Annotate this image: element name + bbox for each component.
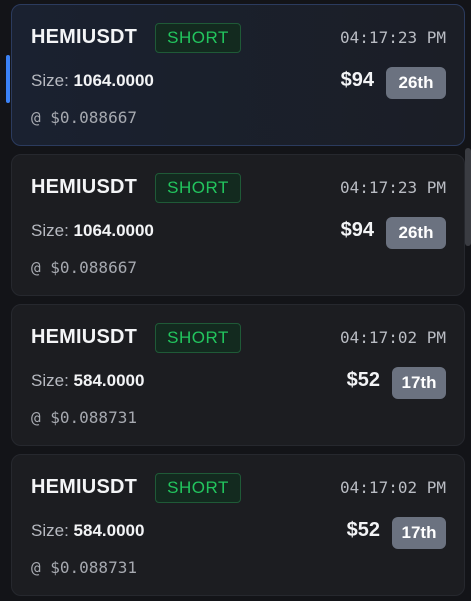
side-badge: SHORT — [155, 173, 241, 203]
trade-time: 04:17:23 PM — [340, 178, 446, 197]
size-value: 1064.0000 — [73, 221, 154, 240]
trade-card[interactable]: HEMIUSDT SHORT 04:17:23 PM Size: 1064.00… — [6, 4, 465, 146]
side-badge: SHORT — [155, 23, 241, 53]
size-label: Size: — [31, 371, 69, 390]
trade-size: Size: 584.0000 — [31, 371, 144, 391]
trade-symbol: HEMIUSDT — [31, 326, 138, 348]
rank-badge: 17th — [392, 517, 446, 549]
size-label: Size: — [31, 221, 69, 240]
trade-time: 04:17:02 PM — [340, 328, 446, 347]
size-value: 1064.0000 — [73, 71, 154, 90]
scrollbar[interactable] — [465, 148, 471, 246]
trade-price: @ $0.088667 — [31, 258, 137, 277]
trade-size: Size: 1064.0000 — [31, 221, 154, 241]
trade-amount: $94 — [340, 219, 374, 241]
trade-amount: $52 — [346, 519, 380, 541]
size-label: Size: — [31, 521, 69, 540]
trade-symbol: HEMIUSDT — [31, 476, 138, 498]
rank-badge: 26th — [386, 217, 446, 249]
size-value: 584.0000 — [73, 521, 145, 540]
side-badge: SHORT — [155, 323, 241, 353]
trade-size: Size: 584.0000 — [31, 521, 144, 541]
trade-card[interactable]: HEMIUSDT SHORT 04:17:02 PM Size: 584.000… — [11, 454, 465, 596]
rank-badge: 17th — [392, 367, 446, 399]
trade-symbol: HEMIUSDT — [31, 176, 138, 198]
trade-size: Size: 1064.0000 — [31, 71, 154, 91]
trade-price: @ $0.088731 — [31, 558, 137, 577]
trade-price: @ $0.088731 — [31, 408, 137, 427]
trade-symbol: HEMIUSDT — [31, 26, 138, 48]
size-value: 584.0000 — [73, 371, 145, 390]
trade-card[interactable]: HEMIUSDT SHORT 04:17:02 PM Size: 584.000… — [11, 304, 465, 446]
rank-badge: 26th — [386, 67, 446, 99]
selected-indicator — [6, 55, 10, 103]
trade-amount: $94 — [340, 69, 374, 91]
trade-card[interactable]: HEMIUSDT SHORT 04:17:23 PM Size: 1064.00… — [11, 154, 465, 296]
size-label: Size: — [31, 71, 69, 90]
side-badge: SHORT — [155, 473, 241, 503]
trade-time: 04:17:23 PM — [340, 28, 446, 47]
trade-time: 04:17:02 PM — [340, 478, 446, 497]
trade-amount: $52 — [346, 369, 380, 391]
trade-price: @ $0.088667 — [31, 108, 137, 127]
